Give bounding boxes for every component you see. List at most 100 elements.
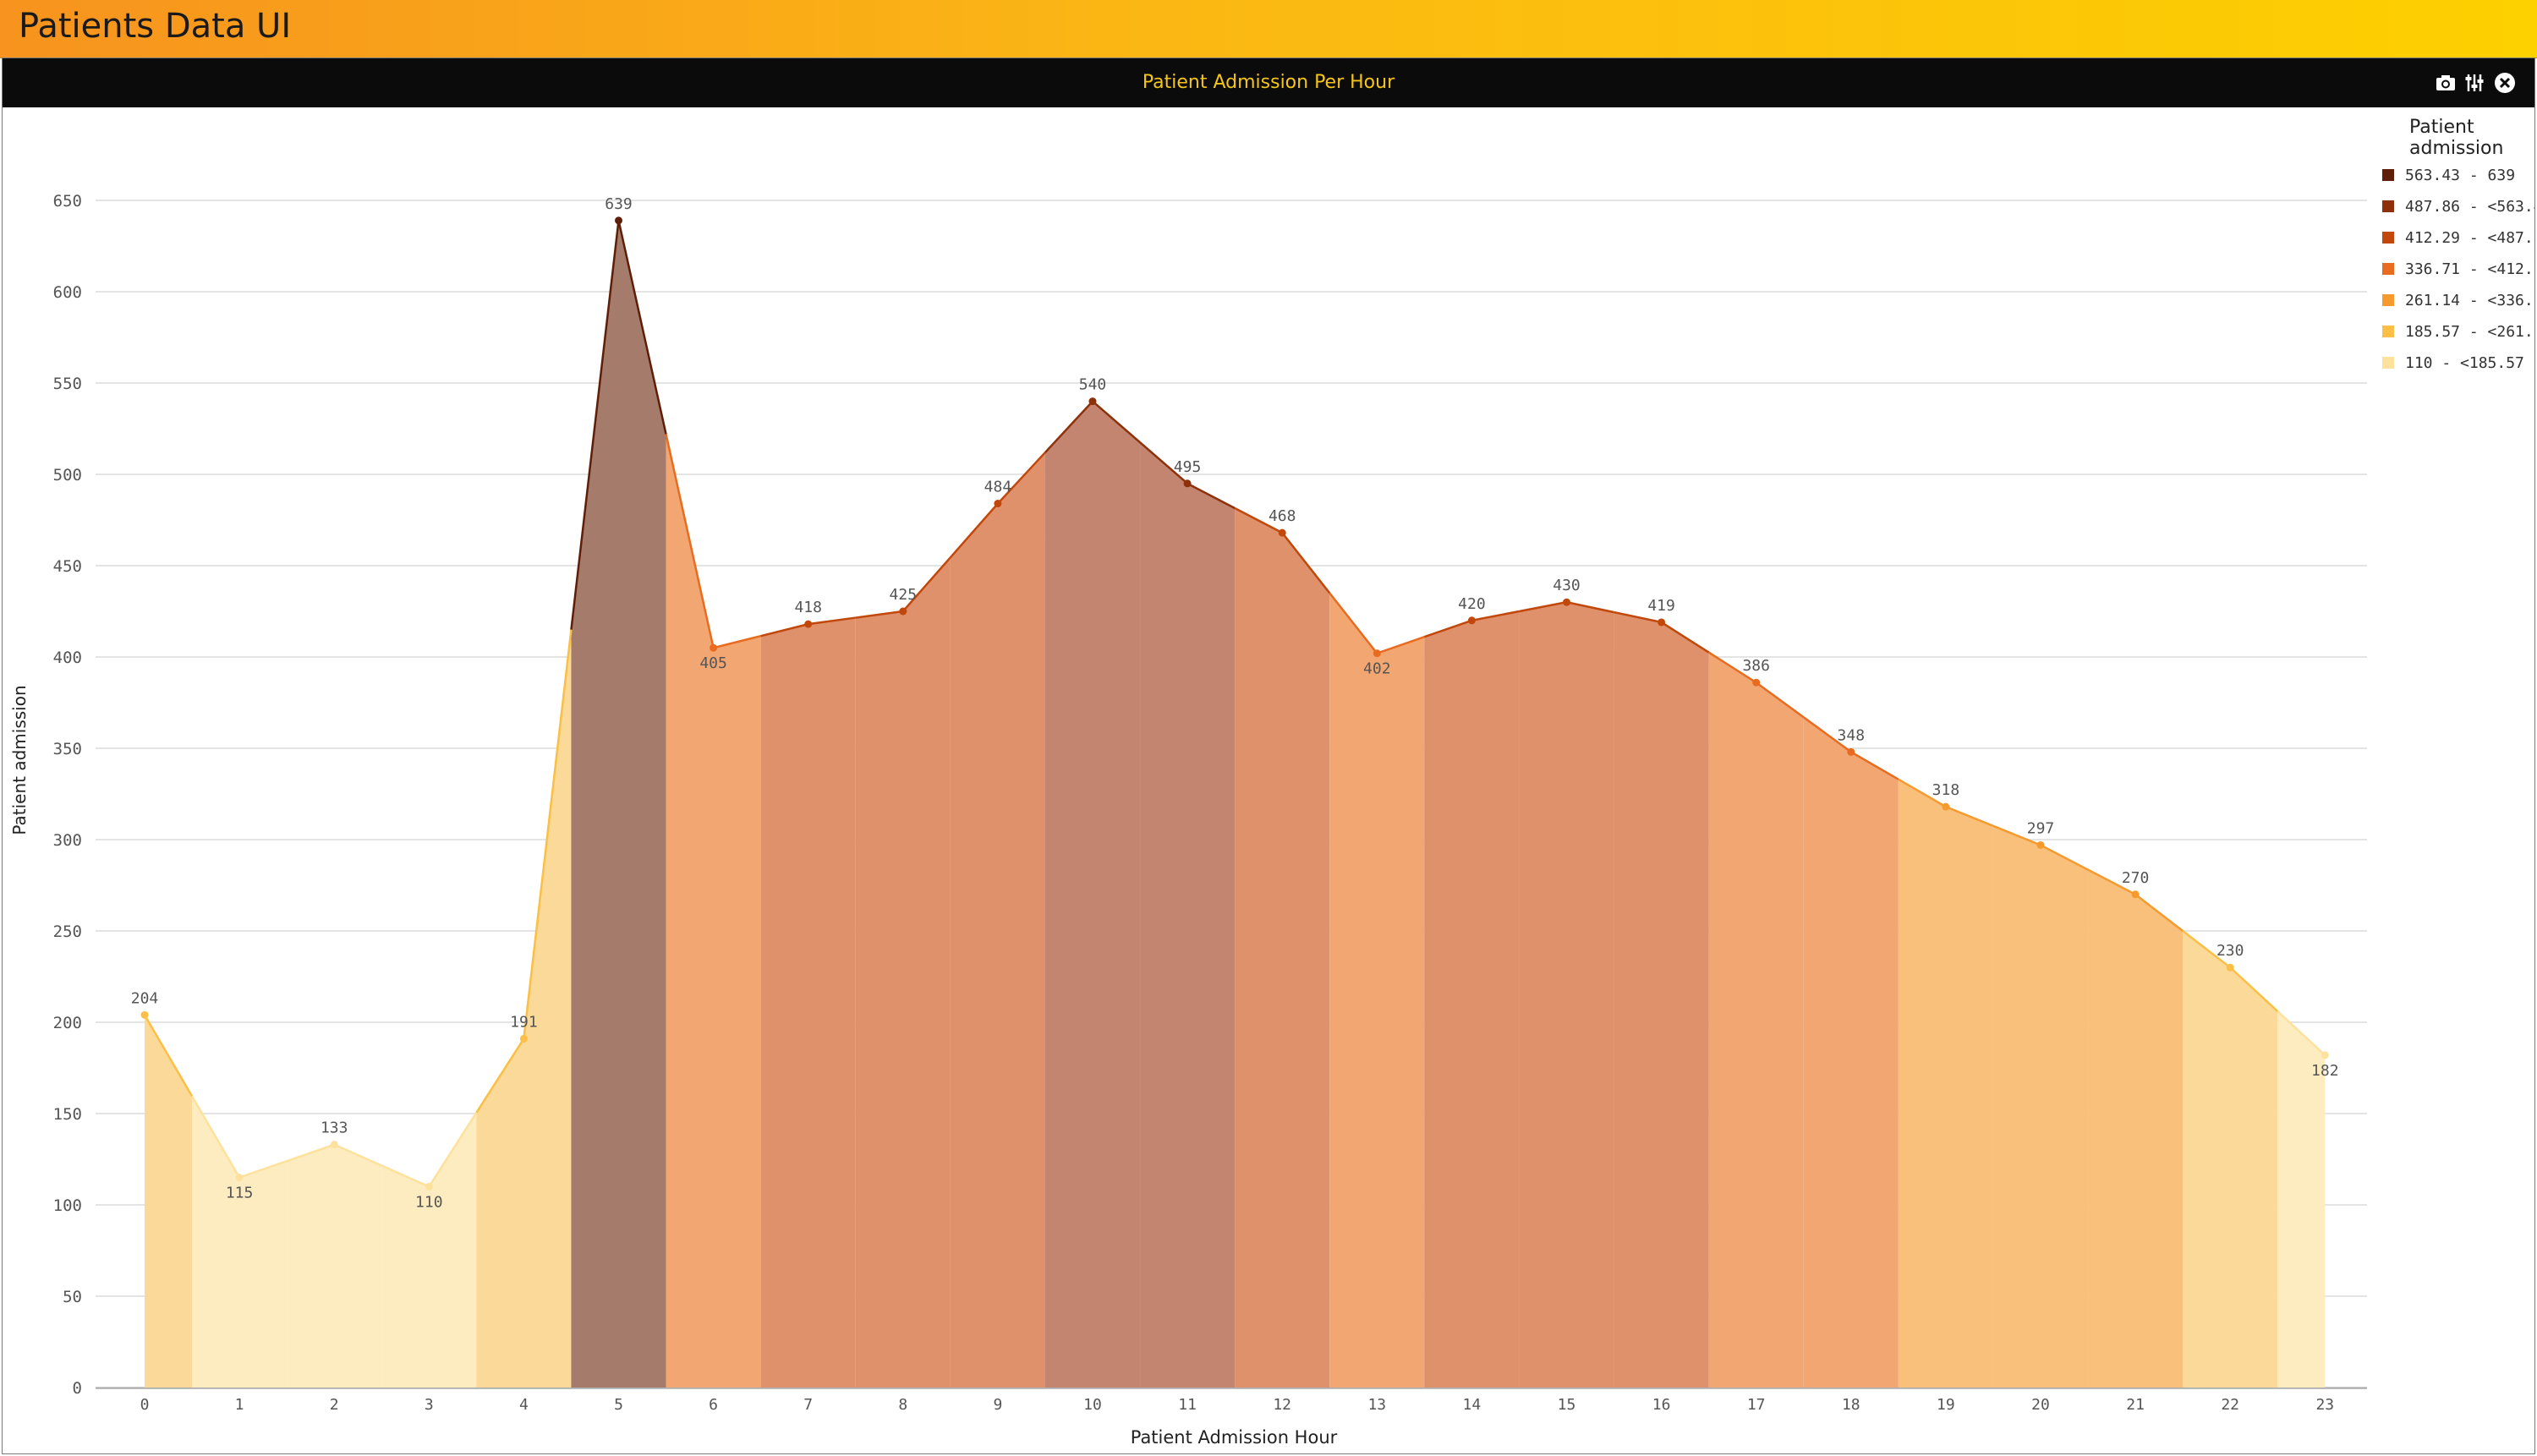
area-band [760,617,856,1388]
data-point[interactable] [519,1034,528,1043]
data-label: 418 [794,599,822,616]
y-tick-label: 650 [53,192,82,211]
legend-swatch[interactable] [2382,357,2394,369]
data-point[interactable] [330,1141,338,1149]
y-tick-label: 300 [53,831,82,850]
area-band [1519,602,1614,1388]
data-point[interactable] [1088,397,1097,406]
data-point[interactable] [1467,616,1476,625]
area-band [287,1144,382,1388]
area-band [2088,869,2184,1388]
legend-swatch[interactable] [2382,263,2394,275]
x-tick-label: 2 [330,1396,339,1414]
area-band [192,1096,288,1388]
x-tick-label: 20 [2031,1396,2050,1414]
camera-icon[interactable] [2431,68,2460,97]
area-band [1235,507,1330,1388]
data-point[interactable] [1752,678,1761,687]
legend-entry-label[interactable]: 412.29 - <487.86 [2405,229,2534,247]
sliders-icon[interactable] [2460,68,2489,97]
data-point[interactable] [1278,528,1286,537]
area-band [1044,401,1141,1388]
data-point[interactable] [1942,802,1950,811]
data-point[interactable] [615,216,622,225]
data-point[interactable] [899,607,907,616]
area-band [855,557,951,1388]
legend-swatch[interactable] [2382,326,2394,337]
x-tick-label: 18 [1842,1396,1860,1414]
area-band [1424,611,1520,1388]
data-point[interactable] [425,1182,433,1191]
y-tick-label: 250 [53,922,82,941]
data-point[interactable] [140,1010,149,1019]
x-tick-label: 11 [1178,1396,1197,1414]
legend-title-line2: admission [2409,138,2503,159]
legend-entry-label[interactable]: 336.71 - <412.29 [2405,260,2534,278]
chart-panel: Patient Admission Per Hour 0 50 100 150 200 2… [2,57,2535,1454]
data-label: 133 [321,1119,348,1137]
y-tick-label: 400 [53,649,82,667]
area-band [145,1015,193,1388]
data-point[interactable] [2131,890,2140,899]
data-point[interactable] [994,500,1002,508]
data-labels: 204 115 133 110 191 639 405 418 425 484 540 495 468 4… [131,195,2339,1212]
data-point[interactable] [1183,479,1192,488]
x-tick-label: 7 [803,1396,813,1414]
data-point[interactable] [1373,649,1381,658]
data-label: 484 [984,479,1012,496]
area-band [1992,825,2089,1388]
data-label: 402 [1363,660,1391,678]
legend-swatch[interactable] [2382,232,2394,244]
area-band [950,452,1045,1388]
data-point[interactable] [2321,1051,2329,1059]
legend-entry-label[interactable]: 261.14 - <336.71 [2405,292,2534,309]
legend-entry-label[interactable]: 563.43 - 639 [2405,167,2515,184]
x-tick-label: 17 [1747,1396,1766,1414]
data-label: 540 [1079,376,1107,394]
data-label: 348 [1838,726,1866,744]
x-tick-label: 12 [1273,1396,1291,1414]
data-point[interactable] [235,1174,244,1182]
x-tick-label: 21 [2126,1396,2145,1414]
data-label: 405 [699,654,727,672]
panel-title-bar: Patient Admission Per Hour [3,58,2534,107]
x-tick-label: 23 [2315,1396,2334,1414]
x-tick-label: 3 [425,1396,434,1414]
x-tick-label: 13 [1367,1396,1386,1414]
data-label: 425 [890,586,918,604]
area-band [571,220,666,1388]
data-label: 297 [2027,819,2055,837]
area-band [2183,931,2278,1388]
data-label: 230 [2216,942,2244,960]
legend-swatch[interactable] [2382,200,2394,212]
axes: Patient Admission Hour Patient admission… [9,685,2367,1448]
area-band [666,434,761,1388]
area-band [1898,779,1993,1388]
panel-title: Patient Admission Per Hour [1142,72,1395,93]
data-point[interactable] [1658,618,1666,627]
area-band [1140,442,1236,1388]
data-label: 204 [131,989,159,1007]
data-point[interactable] [2226,963,2234,972]
legend-swatch[interactable] [2382,294,2394,306]
area-band [476,629,572,1388]
legend-entry-label[interactable]: 110 - <185.57 [2405,354,2524,372]
legend-entry-label[interactable]: 185.57 - <261.14 [2405,323,2534,341]
x-tick-label: 4 [519,1396,529,1414]
legend-entry-label[interactable]: 487.86 - <563.43 [2405,198,2534,216]
data-point[interactable] [804,620,813,628]
data-point[interactable] [1563,598,1570,606]
x-tick-label: 1 [235,1396,244,1414]
x-tick-label: 19 [1937,1396,1955,1414]
close-icon[interactable] [2490,68,2519,97]
data-point[interactable] [2036,840,2045,849]
data-label: 420 [1458,595,1486,613]
data-point[interactable] [710,643,718,652]
area-band [1614,612,1709,1388]
data-label: 115 [226,1185,254,1202]
data-label: 386 [1742,657,1770,675]
legend-swatch[interactable] [2382,169,2394,181]
area-band [1803,717,1899,1388]
data-point[interactable] [1847,747,1855,756]
legend-title-line1: Patient [2409,117,2474,138]
